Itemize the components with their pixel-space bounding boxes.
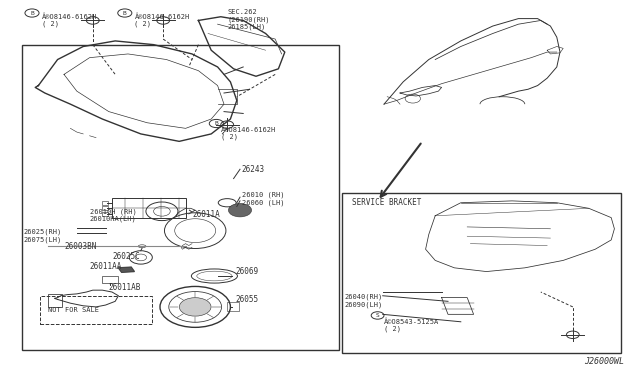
- Text: B: B: [214, 121, 218, 126]
- Text: 26003BN: 26003BN: [64, 242, 97, 251]
- Text: 26243: 26243: [242, 165, 265, 174]
- Bar: [102, 201, 108, 205]
- Bar: [40, 296, 152, 324]
- Bar: [342, 193, 621, 353]
- Text: 26055: 26055: [236, 295, 259, 304]
- Bar: [22, 45, 339, 350]
- Text: SEC.262
(26190(RH)
26185(LH): SEC.262 (26190(RH) 26185(LH): [227, 9, 269, 30]
- Text: J26000WL: J26000WL: [584, 357, 624, 366]
- Text: NOT FOR SALE: NOT FOR SALE: [48, 307, 99, 312]
- Text: B: B: [123, 10, 127, 16]
- Circle shape: [228, 203, 252, 217]
- Text: Â®O8146-6162H
( 2): Â®O8146-6162H ( 2): [42, 13, 97, 27]
- Text: S: S: [376, 313, 380, 318]
- Text: Â®O8146-6162H
( 2): Â®O8146-6162H ( 2): [134, 13, 189, 27]
- Text: 26025C: 26025C: [112, 252, 140, 261]
- Polygon shape: [118, 267, 134, 272]
- Text: 26069: 26069: [236, 267, 259, 276]
- Bar: [102, 276, 118, 283]
- Bar: [102, 206, 108, 210]
- Text: Â®O8146-6162H
( 2): Â®O8146-6162H ( 2): [221, 126, 276, 141]
- Bar: [227, 302, 239, 311]
- Bar: [48, 294, 62, 307]
- Text: 26011AB: 26011AB: [109, 283, 141, 292]
- Text: 26010H (RH)
26010HA(LH): 26010H (RH) 26010HA(LH): [90, 208, 136, 222]
- Text: 26025(RH)
26075(LH): 26025(RH) 26075(LH): [23, 229, 61, 243]
- Text: 26010 (RH)
26060 (LH): 26010 (RH) 26060 (LH): [242, 192, 284, 206]
- Bar: [112, 198, 186, 218]
- Text: B: B: [30, 10, 34, 16]
- Text: 26011AA: 26011AA: [90, 262, 122, 271]
- Bar: [102, 212, 108, 216]
- Text: Â©O8543-5125A
( 2): Â©O8543-5125A ( 2): [384, 318, 439, 332]
- Text: SERVICE BRACKET: SERVICE BRACKET: [352, 198, 421, 207]
- Text: 26040(RH)
26090(LH): 26040(RH) 26090(LH): [344, 294, 383, 308]
- Circle shape: [179, 298, 211, 316]
- Text: 26011A: 26011A: [192, 210, 220, 219]
